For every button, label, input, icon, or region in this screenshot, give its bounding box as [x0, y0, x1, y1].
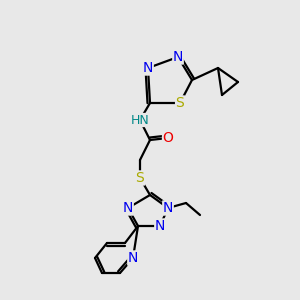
Text: N: N: [163, 201, 173, 215]
Text: S: S: [136, 171, 144, 185]
Text: N: N: [128, 251, 138, 265]
Text: N: N: [173, 50, 183, 64]
Text: O: O: [163, 131, 173, 145]
Text: N: N: [143, 61, 153, 75]
Text: HN: HN: [130, 113, 149, 127]
Text: N: N: [123, 201, 133, 215]
Text: S: S: [176, 96, 184, 110]
Text: N: N: [155, 219, 165, 233]
